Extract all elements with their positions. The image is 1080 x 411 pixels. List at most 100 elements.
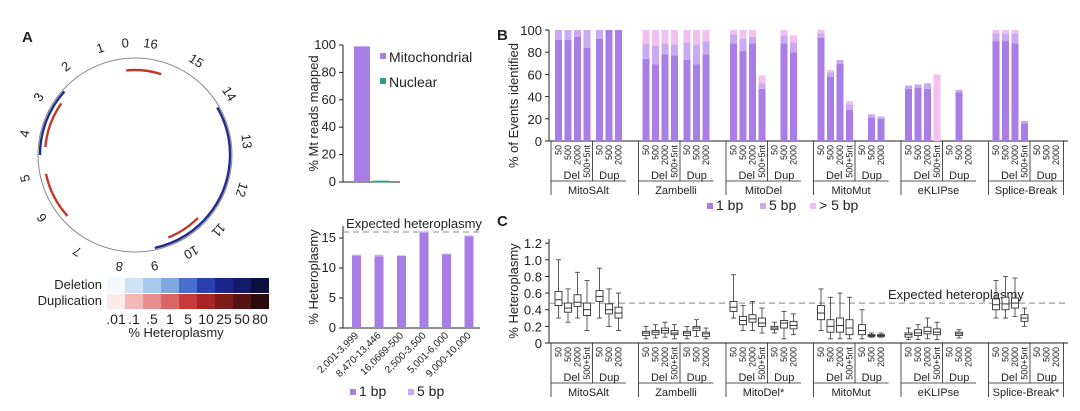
legend-swatch (810, 203, 816, 209)
bar-segment (596, 38, 603, 141)
duplication-color-swatch (143, 294, 161, 309)
bar-segment (374, 256, 384, 328)
legend-tick-label: 80 (252, 311, 268, 327)
y-tick-label: 60 (528, 67, 542, 82)
bar-segment (683, 59, 691, 141)
bar-segment (730, 43, 737, 141)
bar-segment (914, 87, 922, 141)
bar-segment (574, 30, 581, 37)
x-tick-label: 50 (904, 347, 914, 357)
deletion-color-swatch (233, 278, 251, 293)
bar-segment (992, 30, 1000, 34)
bar-segment (992, 41, 1000, 141)
x-tick-label: 2000 (964, 347, 974, 367)
x-tick-label: 2000 (573, 145, 583, 165)
bar-segment (933, 74, 941, 141)
subgroup-label: Dup (774, 170, 794, 182)
duplication-arc (154, 212, 211, 250)
bar-segment (827, 72, 834, 77)
legend-label: Nuclear (389, 74, 438, 90)
tool-label: Splice-Break (995, 185, 1058, 197)
x-tick-label: 500 (692, 347, 702, 362)
bar-segment (780, 43, 788, 141)
x-tick-label: 2000 (573, 347, 583, 367)
legend-label: 5 bp (769, 197, 796, 213)
x-tick-label: 50 (857, 347, 867, 357)
bar-segment (642, 43, 650, 59)
subgroup-label: Dup (862, 170, 882, 182)
genome-position-label: 9 (150, 258, 160, 274)
subgroup-label: Del (738, 372, 755, 384)
subgroup-label: Dup (1037, 372, 1057, 384)
bar-segment (352, 256, 361, 328)
x-tick-label: 2000 (876, 145, 886, 165)
genome-position-label: 4 (17, 129, 33, 139)
duplication-arc (38, 90, 66, 156)
x-tick-label: 2000 (1010, 347, 1020, 367)
x-tick-label: 50 (554, 347, 564, 357)
deletion-color-swatch (215, 278, 233, 293)
deletion-color-swatch (143, 278, 161, 293)
bar-segment (464, 236, 474, 328)
duplication-color-swatch (197, 294, 215, 309)
x-tick-label: 500 (651, 347, 661, 362)
genome-position-label: 1 (94, 40, 106, 57)
x-tick-label: 500 (604, 145, 614, 160)
bar-segment (790, 52, 797, 142)
y-tick-label: 0 (535, 134, 542, 149)
genome-position-label: 2 (58, 58, 73, 74)
x-tick-label: 50 (991, 347, 1001, 357)
bar-segment (1002, 33, 1009, 42)
x-tick-label: 500 (954, 145, 964, 160)
x-tick-label: 50 (595, 145, 605, 155)
bar-segment (905, 88, 912, 141)
legend-tick-label: .1 (128, 311, 140, 327)
bar-segment (661, 30, 669, 44)
subgroup-label: Del (563, 170, 580, 182)
x-tick-label: 50 (1032, 347, 1042, 357)
box (729, 300, 738, 312)
x-tick-label: 500 (651, 145, 661, 160)
bar-segment (397, 256, 406, 328)
x-tick-label: 2000 (660, 347, 670, 367)
x-tick-label: 50 (991, 145, 1001, 155)
legend-axis-label: % Heteroplasmy (128, 325, 224, 340)
y-tick-label: 80 (528, 45, 542, 60)
x-tick-label: 2000 (964, 145, 974, 165)
tool-label: Zambelli (655, 185, 697, 197)
bar-segment (955, 92, 963, 141)
legend-tick-label: .01 (106, 311, 126, 327)
bar-segment (817, 30, 825, 34)
subgroup-label: Del (651, 170, 668, 182)
bar-segment (419, 231, 429, 233)
y-tick-label: 80 (322, 64, 336, 79)
x-tick-label: 500+5nt (582, 347, 592, 380)
x-tick-label: 50 (641, 347, 651, 357)
genome-position-label: 10 (181, 242, 201, 262)
bar-segment (1011, 30, 1019, 34)
deletion-color-swatch (197, 278, 215, 293)
x-tick-label: 500 (913, 347, 923, 362)
bar-segment (683, 30, 691, 43)
bar-segment (739, 30, 747, 39)
bar-segment (442, 254, 451, 328)
y-axis-label: % Heteroplasmy (506, 243, 521, 339)
bar-segment (1002, 30, 1009, 34)
bar-segment (846, 101, 853, 105)
x-tick-label: 2000 (835, 145, 845, 165)
subgroup-label: Del (826, 170, 843, 182)
x-tick-label: 500 (738, 145, 748, 160)
y-tick-label: 0 (535, 336, 542, 351)
bar-segment (749, 36, 756, 44)
duplication-color-swatch (125, 294, 143, 309)
x-tick-label: 2000 (835, 347, 845, 367)
tool-label: MitoDel* (743, 387, 785, 399)
bar-segment (702, 54, 710, 141)
y-tick-label: 20 (528, 112, 542, 127)
expected-heteroplasmy-chart: 0 5 10 15% Heteroplasmy Expected heteroplasm… (306, 216, 482, 399)
bar-segment (605, 30, 613, 141)
x-tick-label: 500 (779, 347, 789, 362)
y-tick-label: 1.0 (524, 253, 542, 268)
box (573, 294, 582, 307)
x-tick-label: 2000 (789, 145, 799, 165)
